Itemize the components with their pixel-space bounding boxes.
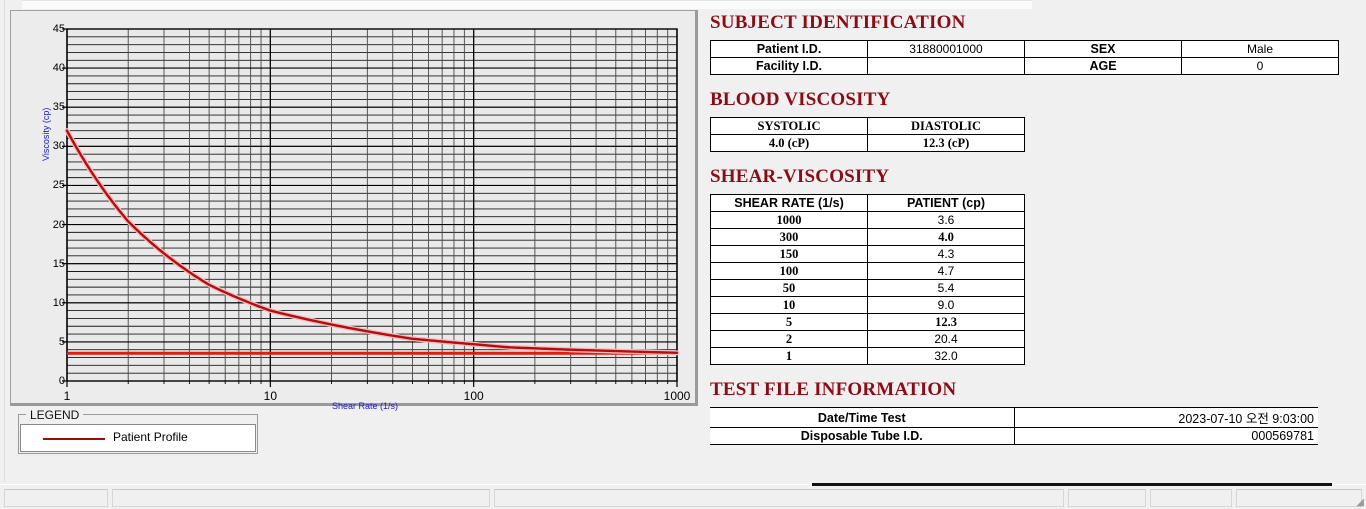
x-axis-title: Shear Rate (1/s) xyxy=(332,401,399,411)
blood-viscosity-section-title: BLOOD VISCOSITY xyxy=(710,89,891,110)
subject-value-age: 0 xyxy=(1181,57,1339,75)
x-axis-ticks: 1 10 100 1000 xyxy=(11,389,699,407)
y-tick-label: 10 xyxy=(52,296,65,309)
table-row: 50 5.4 xyxy=(710,279,1025,297)
chart-svg xyxy=(62,28,680,387)
subject-value-facility-id xyxy=(867,57,1025,75)
status-panel-1 xyxy=(4,489,108,507)
legend-group xyxy=(18,414,258,454)
shear-viscosity-body: 1000 3.6 300 4.0 150 4.3 100 4.7 50 5.4 10 9.0 5 12.3… xyxy=(710,211,1025,365)
sv-rate-cell: 300 xyxy=(710,228,868,246)
table-row: Date/Time Test 2023-07-10 오전 9:03:00 xyxy=(710,407,1318,428)
sv-patient-cell: 5.4 xyxy=(867,279,1025,297)
y-tick-label: 20 xyxy=(52,218,65,231)
y-tick-label: 5 xyxy=(58,335,65,348)
x-tick-label: 1 xyxy=(63,389,71,403)
y-tick-label: 35 xyxy=(52,101,65,114)
status-panel-3 xyxy=(494,489,1064,507)
subject-label-age: AGE xyxy=(1024,57,1182,75)
subject-label-facility-id: Facility I.D. xyxy=(710,57,868,75)
sv-rate-cell: 10 xyxy=(710,296,868,314)
table-header-row: SHEAR RATE (1/s) PATIENT (cp) xyxy=(710,194,1025,212)
test-file-information-table: Date/Time Test 2023-07-10 오전 9:03:00 Dis… xyxy=(710,407,1318,445)
status-panel-4 xyxy=(1068,489,1146,507)
x-tick-label: 1000 xyxy=(663,389,691,403)
table-row: 4.0 (cP) 12.3 (cP) xyxy=(710,134,1025,152)
status-panel-6 xyxy=(1236,489,1362,507)
status-bar: ◢ xyxy=(0,483,1366,509)
resize-grip-icon[interactable]: ◢ xyxy=(1356,497,1364,508)
table-row: 300 4.0 xyxy=(710,228,1025,246)
y-axis-ticks: 0 5 10 15 20 25 30 35 40 45 xyxy=(39,11,65,407)
sv-patient-cell: 20.4 xyxy=(867,330,1025,348)
table-row: 150 4.3 xyxy=(710,245,1025,263)
sv-rate-cell: 2 xyxy=(710,330,868,348)
table-row: 100 4.7 xyxy=(710,262,1025,280)
subject-section-title: SUBJECT IDENTIFICATION xyxy=(710,12,966,33)
subject-identification-table: Patient I.D. 31880001000 SEX Male Facili… xyxy=(710,40,1339,75)
status-panel-2 xyxy=(112,489,490,507)
shear-viscosity-section-title: SHEAR-VISCOSITY xyxy=(710,166,890,187)
sv-patient-cell: 3.6 xyxy=(867,211,1025,229)
bv-value-diastolic: 12.3 (cP) xyxy=(867,134,1025,152)
plot-area: Viscosity (cp) Shear Rate (1/s) 0 5 10 15 20… xyxy=(11,11,699,411)
table-row: 1000 3.6 xyxy=(710,211,1025,229)
bv-header-systolic: SYSTOLIC xyxy=(710,117,868,135)
table-row: SYSTOLIC DIASTOLIC xyxy=(710,117,1025,135)
bv-value-systolic: 4.0 (cP) xyxy=(710,134,868,152)
tfi-key-tube-id: Disposable Tube I.D. xyxy=(710,427,1015,445)
subject-value-sex: Male xyxy=(1181,40,1339,58)
y-tick-label: 45 xyxy=(52,23,65,35)
subject-label-sex: SEX xyxy=(1024,40,1182,58)
blood-viscosity-table: SYSTOLIC DIASTOLIC 4.0 (cP) 12.3 (cP) xyxy=(710,117,1025,152)
table-row: 10 9.0 xyxy=(710,296,1025,314)
sv-header-shear-rate: SHEAR RATE (1/s) xyxy=(710,194,868,212)
bv-header-diastolic: DIASTOLIC xyxy=(867,117,1025,135)
legend-entry-label: Patient Profile xyxy=(113,430,188,444)
tfi-value-tube-id: 000569781 xyxy=(1013,427,1318,445)
tfi-value-datetime: 2023-07-10 오전 9:03:00 xyxy=(1013,407,1318,428)
sv-rate-cell: 100 xyxy=(710,262,868,280)
table-row: Patient I.D. 31880001000 SEX Male xyxy=(710,40,1339,58)
sv-patient-cell: 32.0 xyxy=(867,347,1025,365)
report-column: SUBJECT IDENTIFICATION Patient I.D. 3188… xyxy=(710,12,1350,445)
legend-line-swatch xyxy=(43,438,105,440)
sv-patient-cell: 4.0 xyxy=(867,228,1025,246)
sv-rate-cell: 1 xyxy=(710,347,868,365)
sv-rate-cell: 1000 xyxy=(710,211,868,229)
y-tick-label: 40 xyxy=(52,62,65,75)
x-tick-label: 10 xyxy=(263,389,278,403)
window-left-rail xyxy=(0,0,5,482)
subject-label-patient-id: Patient I.D. xyxy=(710,40,868,58)
status-panel-5 xyxy=(1150,489,1232,507)
legend-group-title: LEGEND xyxy=(26,408,84,422)
y-tick-label: 30 xyxy=(52,140,65,153)
tfi-key-datetime: Date/Time Test xyxy=(710,407,1015,428)
sv-patient-cell: 9.0 xyxy=(867,296,1025,314)
table-row: 5 12.3 xyxy=(710,313,1025,331)
table-row: Facility I.D. AGE 0 xyxy=(710,57,1339,75)
subject-value-patient-id: 31880001000 xyxy=(867,40,1025,58)
table-row: 2 20.4 xyxy=(710,330,1025,348)
test-file-section-title: TEST FILE INFORMATION xyxy=(710,379,957,400)
shear-viscosity-table: SHEAR RATE (1/s) PATIENT (cp) 1000 3.6 300… xyxy=(710,194,1025,365)
sv-patient-cell: 12.3 xyxy=(867,313,1025,331)
sv-rate-cell: 150 xyxy=(710,245,868,263)
sv-header-patient: PATIENT (cp) xyxy=(867,194,1025,212)
legend-box: Patient Profile xyxy=(20,424,256,452)
y-tick-label: 25 xyxy=(52,179,65,192)
window-top-edge xyxy=(0,0,1366,10)
status-bar-separator xyxy=(812,483,1332,486)
sv-patient-cell: 4.3 xyxy=(867,245,1025,263)
sv-patient-cell: 4.7 xyxy=(867,262,1025,280)
sv-rate-cell: 5 xyxy=(710,313,868,331)
x-tick-label: 100 xyxy=(463,389,484,403)
y-tick-label: 0 xyxy=(58,375,65,387)
sv-rate-cell: 50 xyxy=(710,279,868,297)
y-tick-label: 15 xyxy=(52,257,65,270)
table-row: Disposable Tube I.D. 000569781 xyxy=(710,427,1318,445)
table-row: 1 32.0 xyxy=(710,347,1025,365)
chart-panel: Viscosity (cp) Shear Rate (1/s) 0 5 10 15 20… xyxy=(10,10,699,411)
